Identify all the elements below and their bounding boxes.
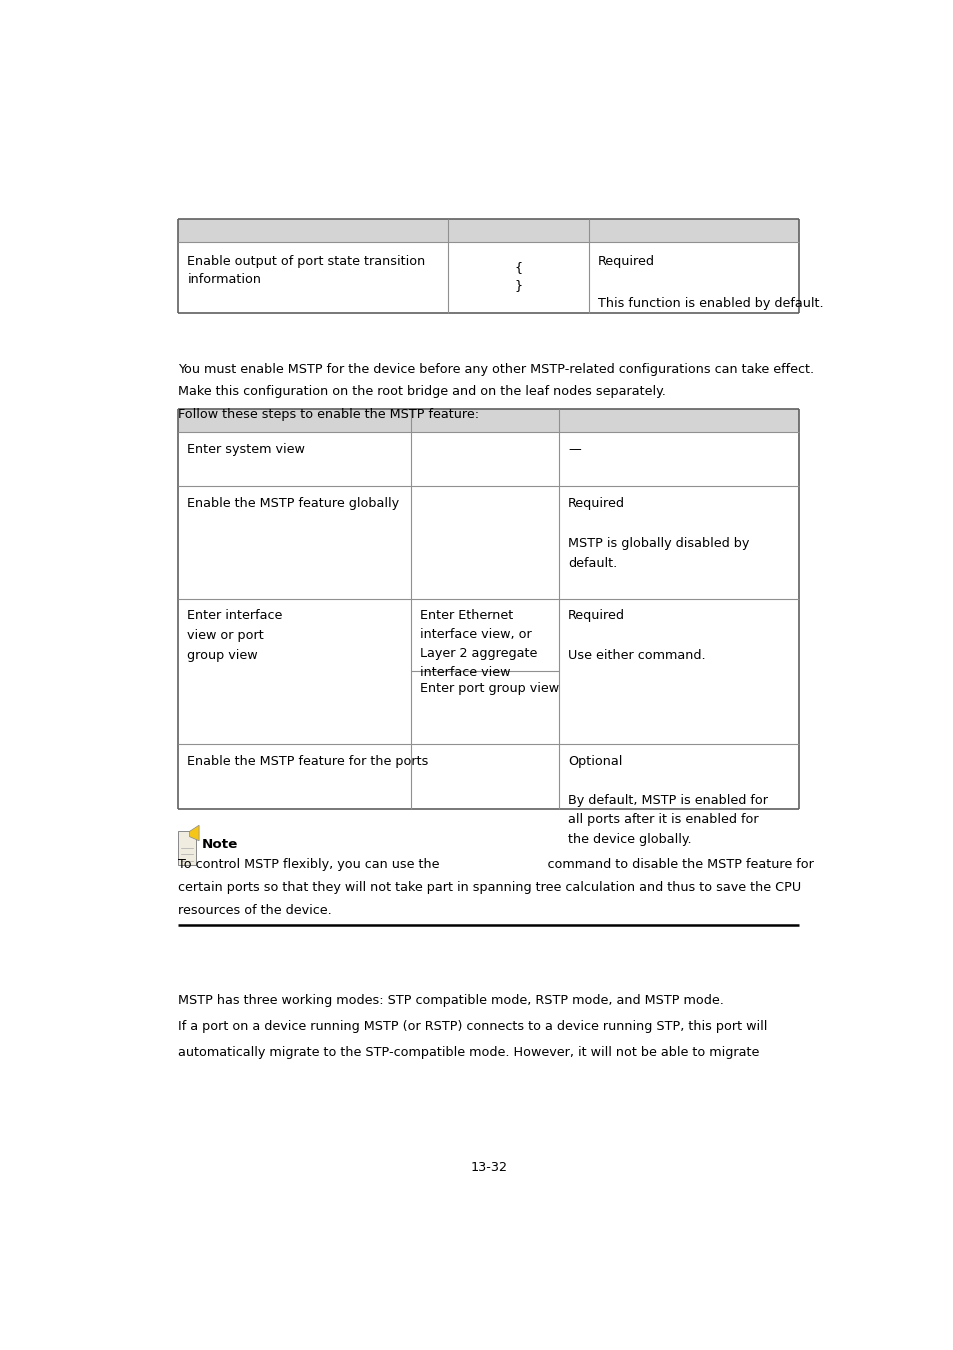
Text: Enable the MSTP feature for the ports: Enable the MSTP feature for the ports bbox=[187, 755, 428, 768]
Text: Required

MSTP is globally disabled by
default.: Required MSTP is globally disabled by de… bbox=[567, 497, 749, 570]
Bar bbox=[178, 409, 799, 432]
Text: certain ports so that they will not take part in spanning tree calculation and t: certain ports so that they will not take… bbox=[178, 882, 801, 894]
Text: Enable output of port state transition
information: Enable output of port state transition i… bbox=[187, 255, 425, 285]
Text: Enter system view: Enter system view bbox=[187, 443, 305, 456]
Text: Optional

By default, MSTP is enabled for
all ports after it is enabled for
the : Optional By default, MSTP is enabled for… bbox=[567, 755, 767, 845]
Polygon shape bbox=[190, 825, 199, 841]
Text: Enter port group view: Enter port group view bbox=[419, 682, 558, 695]
Text: You must enable MSTP for the device before any other MSTP-related configurations: You must enable MSTP for the device befo… bbox=[178, 363, 814, 375]
Text: resources of the device.: resources of the device. bbox=[178, 904, 332, 917]
Text: Enter interface
view or port
group view: Enter interface view or port group view bbox=[187, 609, 282, 662]
Text: automatically migrate to the STP-compatible mode. However, it will not be able t: automatically migrate to the STP-compati… bbox=[178, 1046, 759, 1058]
Text: To control MSTP flexibly, you can use the                           command to d: To control MSTP flexibly, you can use th… bbox=[178, 859, 814, 872]
Text: Enter Ethernet
interface view, or
Layer 2 aggregate
interface view: Enter Ethernet interface view, or Layer … bbox=[419, 609, 537, 679]
Text: Note: Note bbox=[202, 837, 238, 850]
Text: MSTP has three working modes: STP compatible mode, RSTP mode, and MSTP mode.: MSTP has three working modes: STP compat… bbox=[178, 994, 723, 1007]
Text: Required

Use either command.: Required Use either command. bbox=[567, 609, 705, 662]
Bar bbox=[178, 219, 799, 242]
Text: 13-32: 13-32 bbox=[470, 1161, 507, 1174]
Bar bbox=[178, 832, 196, 865]
Text: {
}: { } bbox=[514, 261, 522, 292]
Text: —: — bbox=[567, 443, 580, 456]
Text: Make this configuration on the root bridge and on the leaf nodes separately.: Make this configuration on the root brid… bbox=[178, 386, 665, 398]
Text: Follow these steps to enable the MSTP feature:: Follow these steps to enable the MSTP fe… bbox=[178, 408, 479, 421]
Text: Required

This function is enabled by default.: Required This function is enabled by def… bbox=[597, 255, 822, 309]
Text: Enable the MSTP feature globally: Enable the MSTP feature globally bbox=[187, 497, 399, 510]
Text: If a port on a device running MSTP (or RSTP) connects to a device running STP, t: If a port on a device running MSTP (or R… bbox=[178, 1019, 767, 1033]
